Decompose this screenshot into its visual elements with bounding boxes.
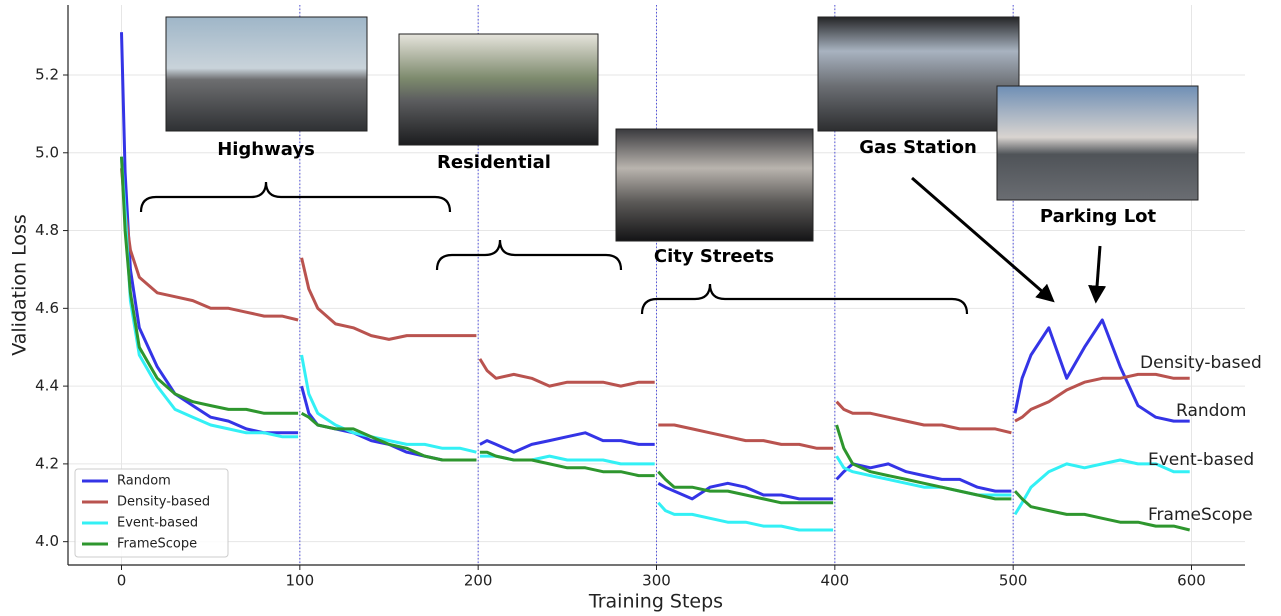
end-label: Event-based: [1148, 450, 1254, 470]
brace: [141, 182, 450, 212]
y-axis-label: Validation Loss: [9, 214, 31, 356]
legend-label: Random: [117, 474, 171, 489]
annotation: Parking Lot: [1040, 206, 1157, 227]
x-axis-label: Training Steps: [588, 591, 723, 613]
end-label: Density-based: [1140, 353, 1262, 373]
y-tick-label: 4.4: [35, 377, 59, 395]
y-tick-label: 4.0: [35, 532, 59, 550]
annotation: Gas Station: [859, 137, 977, 158]
y-tick-label: 4.8: [35, 221, 59, 239]
photo-residential: [399, 34, 598, 145]
legend-label: Event-based: [117, 516, 198, 531]
x-tick-label: 400: [821, 572, 850, 590]
brace: [437, 240, 621, 270]
legend-label: Density-based: [117, 495, 210, 510]
photo-parking-lot: [997, 86, 1198, 200]
annotation: Highways: [217, 139, 315, 160]
photo-highways: [166, 17, 367, 131]
x-tick-label: 0: [117, 572, 127, 590]
brace: [642, 284, 967, 314]
chart: Training Steps Validation Loss Highways …: [0, 0, 1281, 616]
end-label: Random: [1176, 401, 1246, 421]
x-tick-label: 500: [999, 572, 1028, 590]
y-tick-label: 4.2: [35, 454, 59, 472]
y-tick-label: 5.2: [35, 66, 59, 84]
legend: Random Density-based Event-based FrameScope: [75, 469, 228, 557]
y-tick-label: 5.0: [35, 143, 59, 161]
x-tick-label: 100: [286, 572, 315, 590]
x-tick-label: 600: [1177, 572, 1206, 590]
photo-gas-station: [818, 17, 1019, 131]
annotation: City Streets: [654, 246, 774, 267]
annotation: Residential: [437, 152, 551, 173]
photo-city-streets: [616, 129, 813, 241]
arrow: [1096, 246, 1100, 300]
x-tick-label: 200: [464, 572, 493, 590]
legend-label: FrameScope: [117, 537, 197, 552]
x-tick-label: 300: [642, 572, 671, 590]
y-tick-label: 4.6: [35, 299, 59, 317]
end-label: FrameScope: [1148, 505, 1253, 525]
